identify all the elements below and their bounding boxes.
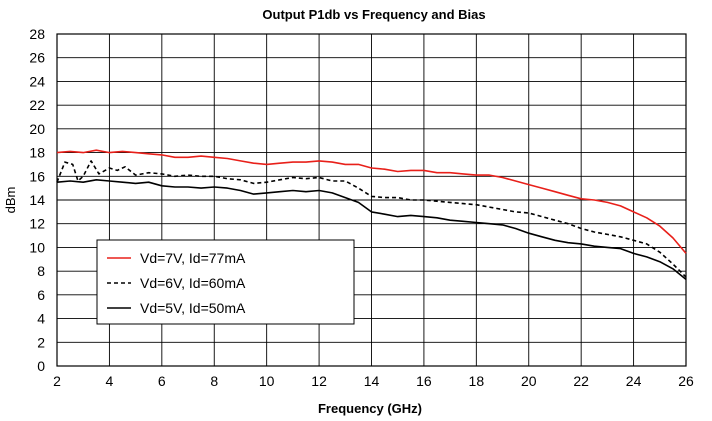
series-line-1	[56, 149, 687, 254]
x-tick-label: 6	[158, 373, 166, 389]
x-tick-label: 26	[678, 373, 694, 389]
legend-label-2: Vd=6V, Id=60mA	[140, 275, 246, 291]
x-tick-label: 8	[210, 373, 218, 389]
x-tick-label: 16	[416, 373, 432, 389]
x-tick-label: 2	[53, 373, 61, 389]
series-lines	[56, 149, 687, 281]
x-tick-label: 20	[521, 373, 537, 389]
y-tick-label: 20	[29, 121, 45, 137]
legend-label-1: Vd=7V, Id=77mA	[140, 250, 246, 266]
y-tick-label: 24	[29, 73, 45, 89]
x-axis-ticks: 2 4 6 8 10 12 14 16 18 20 22 24 26	[53, 373, 694, 389]
x-tick-label: 14	[364, 373, 380, 389]
series-line-3	[56, 179, 687, 281]
series-line-2	[56, 160, 687, 278]
legend-label-3: Vd=5V, Id=50mA	[140, 300, 246, 316]
y-tick-label: 0	[37, 358, 45, 374]
y-tick-label: 12	[29, 216, 45, 232]
chart-title: Output P1db vs Frequency and Bias	[262, 7, 485, 22]
y-tick-label: 10	[29, 239, 45, 255]
y-tick-label: 6	[37, 287, 45, 303]
x-tick-label: 22	[573, 373, 589, 389]
x-tick-label: 4	[106, 373, 114, 389]
y-tick-label: 28	[29, 26, 45, 42]
legend-box	[96, 239, 355, 325]
y-tick-label: 14	[29, 192, 45, 208]
x-tick-label: 12	[311, 373, 327, 389]
y-tick-label: 26	[29, 50, 45, 66]
plot-area-frame	[56, 33, 687, 367]
y-tick-label: 18	[29, 145, 45, 161]
x-tick-label: 18	[469, 373, 485, 389]
x-axis-label: Frequency (GHz)	[318, 401, 422, 416]
y-tick-label: 16	[29, 168, 45, 184]
y-axis-label: dBm	[3, 187, 18, 214]
y-tick-label: 22	[29, 97, 45, 113]
x-tick-label: 24	[626, 373, 642, 389]
x-tick-label: 10	[259, 373, 275, 389]
y-tick-label: 8	[37, 263, 45, 279]
y-tick-label: 4	[37, 311, 45, 327]
legend: Vd=7V, Id=77mA Vd=6V, Id=60mA Vd=5V, Id=50…	[96, 239, 355, 325]
y-tick-label: 2	[37, 334, 45, 350]
